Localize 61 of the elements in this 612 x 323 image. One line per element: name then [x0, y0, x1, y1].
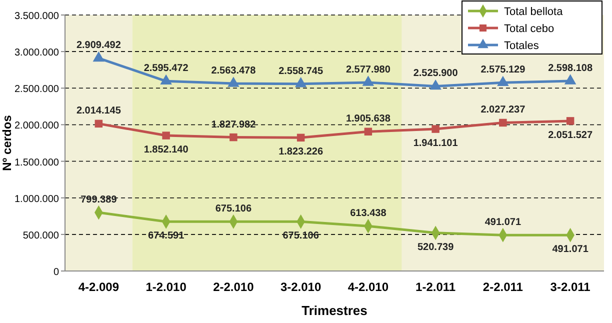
data-label: 520.739 — [417, 242, 454, 253]
point — [430, 79, 442, 90]
data-label: 2.575.129 — [480, 64, 526, 76]
point — [432, 125, 440, 133]
y-tick-label: 3.000.000 — [14, 48, 60, 59]
point — [230, 133, 238, 142]
x-tick-label: 2-2.011 — [482, 280, 524, 294]
y-tick-label: 0 — [53, 267, 60, 278]
y-tick-label: 3.500.000 — [14, 11, 60, 22]
data-label: 2.563.478 — [211, 66, 256, 76]
y-tick-label: 500.000 — [22, 230, 60, 242]
point — [362, 76, 374, 86]
point — [92, 51, 105, 62]
x-tick-label: 3-2.010 — [280, 280, 322, 294]
point — [499, 118, 507, 127]
data-label: 1.827.982 — [211, 119, 256, 130]
data-label: 613.438 — [350, 208, 387, 220]
y-tick-label: 2.000.000 — [14, 120, 60, 132]
data-label: 2.027.237 — [480, 104, 526, 116]
x-tick-label: 1-2.011 — [416, 280, 456, 294]
point — [364, 128, 372, 136]
y-tick-label: 1.500.000 — [14, 157, 60, 168]
y-tick-label: 2.500.000 — [14, 84, 60, 96]
point — [296, 134, 305, 142]
data-label: 1.823.226 — [278, 146, 324, 158]
x-tick-label: 3-2.011 — [550, 280, 591, 294]
data-label: 2.577.980 — [346, 64, 391, 76]
data-label: 2.909.492 — [76, 40, 122, 52]
point — [566, 117, 574, 125]
legend-label: Totales — [504, 40, 540, 52]
x-tick-label: 1-2.010 — [146, 280, 187, 294]
data-label: 675.106 — [282, 230, 320, 242]
data-label: 2.558.745 — [278, 66, 324, 77]
point — [497, 76, 509, 86]
data-label: 2.525.900 — [413, 68, 458, 80]
point — [228, 76, 240, 87]
x-tick-label: 4-2.009 — [78, 280, 120, 294]
point — [294, 77, 307, 88]
point — [162, 132, 170, 140]
x-tick-label: 2-2.010 — [213, 280, 254, 294]
legend-label: Total cebo — [504, 23, 554, 35]
x-tick-label: 4-2.010 — [348, 280, 389, 294]
y-axis-title: Nº cerdos — [0, 114, 14, 171]
point — [94, 120, 103, 128]
data-label: 674.591 — [148, 230, 185, 242]
data-label: 1.905.638 — [346, 114, 391, 125]
data-label: 2.598.108 — [548, 62, 593, 74]
point — [564, 74, 576, 84]
legend-label: Total bellota — [504, 6, 564, 18]
data-label: 2.051.527 — [548, 130, 593, 141]
data-label: 675.106 — [215, 204, 252, 215]
data-label: 2.595.472 — [144, 63, 189, 74]
data-label: 799.389 — [80, 194, 118, 206]
data-label: 491.071 — [552, 244, 589, 256]
data-label: 1.852.140 — [144, 144, 189, 156]
y-tick-label: 1.000.000 — [14, 194, 60, 205]
data-label: 491.071 — [484, 217, 522, 228]
data-label: 1.941.101 — [413, 138, 458, 150]
data-label: 2.014.145 — [76, 106, 122, 117]
point — [160, 74, 172, 85]
x-axis-title: Trimestres — [302, 303, 368, 318]
